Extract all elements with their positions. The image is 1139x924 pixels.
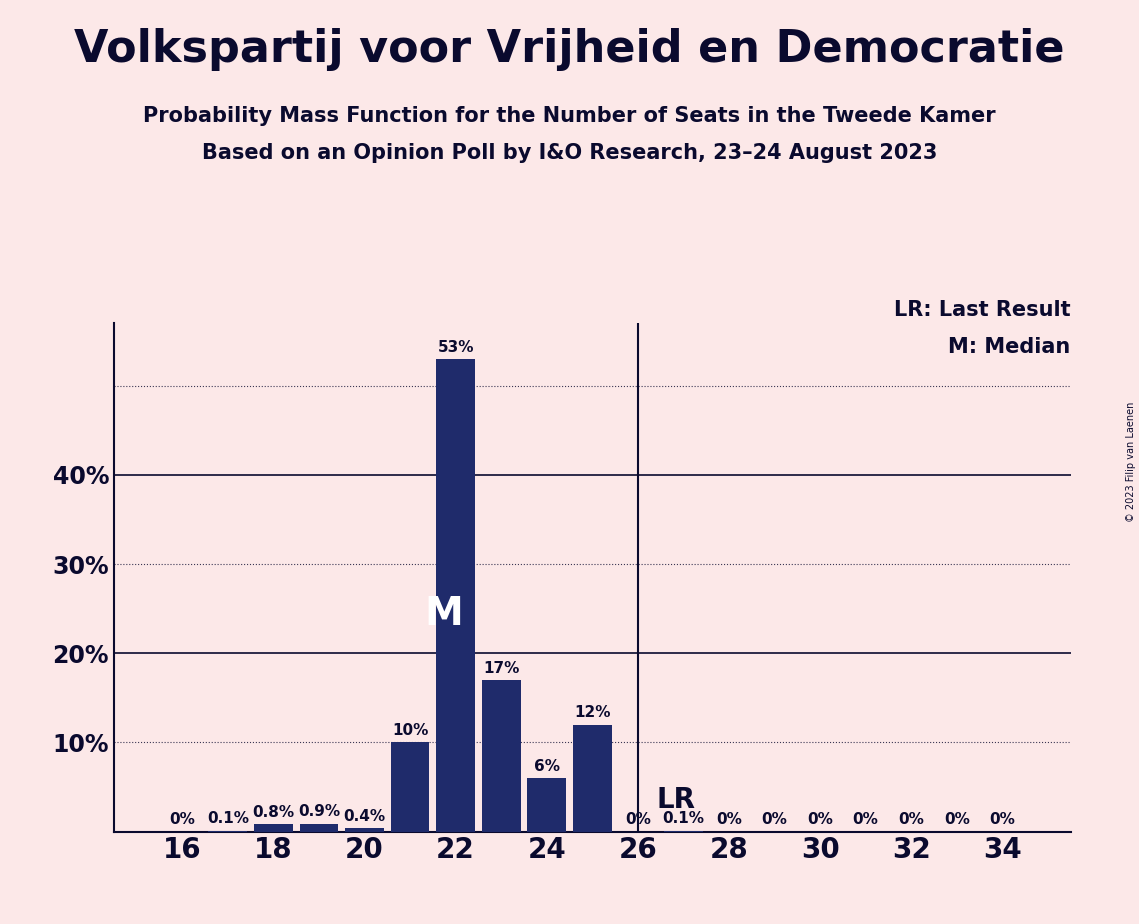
Text: 0%: 0% xyxy=(853,812,878,827)
Text: 0%: 0% xyxy=(990,812,1015,827)
Text: 6%: 6% xyxy=(534,759,559,773)
Text: Volkspartij voor Vrijheid en Democratie: Volkspartij voor Vrijheid en Democratie xyxy=(74,28,1065,71)
Bar xyxy=(254,824,293,832)
Text: LR: Last Result: LR: Last Result xyxy=(894,300,1071,321)
Text: 0%: 0% xyxy=(170,812,195,827)
Text: 10%: 10% xyxy=(392,723,428,738)
Text: 0.1%: 0.1% xyxy=(663,811,704,826)
Text: 0.1%: 0.1% xyxy=(207,811,248,826)
Text: 0.8%: 0.8% xyxy=(253,805,294,820)
Bar xyxy=(436,359,475,832)
Text: 0%: 0% xyxy=(899,812,924,827)
Text: M: M xyxy=(425,595,464,633)
Bar xyxy=(482,680,521,832)
Text: 53%: 53% xyxy=(437,340,474,355)
Text: 0.9%: 0.9% xyxy=(298,804,339,819)
Text: Probability Mass Function for the Number of Seats in the Tweede Kamer: Probability Mass Function for the Number… xyxy=(144,106,995,127)
Bar xyxy=(345,828,384,832)
Text: LR: LR xyxy=(656,785,695,814)
Text: M: Median: M: Median xyxy=(949,337,1071,358)
Text: 0%: 0% xyxy=(716,812,741,827)
Text: Based on an Opinion Poll by I&O Research, 23–24 August 2023: Based on an Opinion Poll by I&O Research… xyxy=(202,143,937,164)
Text: 17%: 17% xyxy=(483,661,519,675)
Bar xyxy=(527,778,566,832)
Bar xyxy=(300,823,338,832)
Text: 0%: 0% xyxy=(625,812,650,827)
Text: © 2023 Filip van Laenen: © 2023 Filip van Laenen xyxy=(1126,402,1136,522)
Text: 0%: 0% xyxy=(762,812,787,827)
Text: 12%: 12% xyxy=(574,705,611,720)
Text: 0%: 0% xyxy=(808,812,833,827)
Text: 0%: 0% xyxy=(944,812,969,827)
Text: 0.4%: 0.4% xyxy=(344,808,385,823)
Bar xyxy=(573,724,612,832)
Bar xyxy=(391,743,429,832)
